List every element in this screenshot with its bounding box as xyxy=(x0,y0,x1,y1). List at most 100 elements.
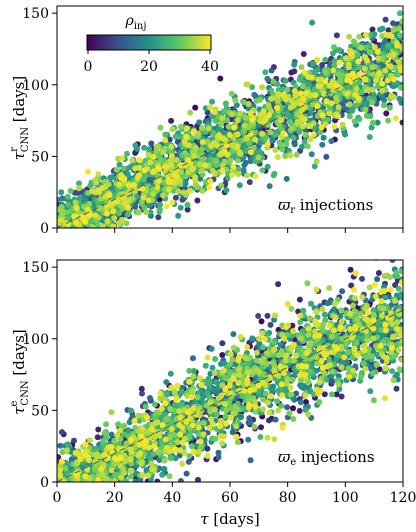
scatter-point xyxy=(236,372,243,379)
scatter-point xyxy=(150,191,157,198)
scatter-point xyxy=(252,399,258,406)
scatter-point xyxy=(363,354,370,361)
scatter-point xyxy=(172,194,179,201)
scatter-point xyxy=(277,341,284,348)
scatter-point xyxy=(147,159,154,166)
scatter-point xyxy=(237,110,243,117)
scatter-point xyxy=(330,67,337,74)
scatter-point xyxy=(290,405,296,412)
scatter-point xyxy=(337,77,344,84)
scatter-point xyxy=(173,173,180,180)
scatter-point xyxy=(274,104,280,111)
scatter-point xyxy=(266,183,273,190)
scatter-point xyxy=(369,26,376,33)
scatter-point xyxy=(284,86,291,93)
scatter-point xyxy=(279,146,286,153)
scatter-point xyxy=(231,124,238,131)
scatter-point xyxy=(213,379,220,385)
colorbar-label: ρinj xyxy=(125,13,147,32)
scatter-point xyxy=(291,141,298,148)
scatter-point xyxy=(266,112,272,119)
scatter-point xyxy=(385,117,392,124)
scatter-point xyxy=(398,268,403,275)
scatter-point xyxy=(338,307,345,314)
scatter-point xyxy=(323,376,330,383)
scatter-point xyxy=(333,391,340,398)
scatter-point xyxy=(125,182,132,189)
scatter-point xyxy=(182,150,189,157)
y-tick-label: 100 xyxy=(22,78,49,94)
scatter-point xyxy=(283,136,290,143)
scatter-point xyxy=(305,331,312,338)
scatter-point xyxy=(147,395,153,401)
scatter-point xyxy=(333,94,339,101)
scatter-point xyxy=(282,153,289,160)
scatter-point xyxy=(253,357,260,364)
scatter-point xyxy=(219,382,226,389)
scatter-point xyxy=(321,90,327,97)
scatter-point xyxy=(349,107,356,114)
scatter-point xyxy=(249,369,256,376)
scatter-point xyxy=(153,148,160,155)
scatter-point xyxy=(237,414,244,421)
scatter-point xyxy=(116,210,123,217)
scatter-point xyxy=(95,188,102,195)
scatter-point xyxy=(166,473,173,480)
scatter-point xyxy=(249,84,256,91)
scatter-point xyxy=(355,58,362,65)
scatter-point xyxy=(178,169,184,176)
top-annotation: ϖr injections xyxy=(268,190,380,220)
scatter-point xyxy=(57,206,61,213)
scatter-point xyxy=(207,408,214,415)
scatter-point xyxy=(327,299,334,306)
scatter-point xyxy=(296,128,303,135)
scatter-point xyxy=(135,412,142,419)
scatter-point xyxy=(155,177,162,184)
scatter-point xyxy=(353,102,360,109)
scatter-point xyxy=(132,142,139,149)
scatter-point xyxy=(310,131,317,138)
scatter-point xyxy=(304,143,311,150)
scatter-point xyxy=(204,389,211,396)
scatter-point xyxy=(287,152,294,159)
scatter-point xyxy=(399,119,403,126)
scatter-point xyxy=(131,188,138,194)
scatter-point xyxy=(58,189,65,196)
scatter-point xyxy=(243,134,250,141)
scatter-point xyxy=(355,95,362,102)
scatter-point xyxy=(93,451,100,458)
scatter-point xyxy=(123,440,130,447)
scatter-point xyxy=(187,187,194,194)
scatter-point xyxy=(266,417,272,424)
scatter-point xyxy=(219,340,226,347)
scatter-point xyxy=(319,306,326,313)
scatter-point xyxy=(223,407,230,414)
scatter-point xyxy=(65,201,72,208)
scatter-point xyxy=(57,197,61,203)
scatter-point xyxy=(156,196,163,203)
scatter-point xyxy=(206,184,212,191)
scatter-point xyxy=(331,306,338,313)
scatter-point xyxy=(228,111,235,118)
scatter-point xyxy=(366,134,373,140)
scatter-point xyxy=(192,174,199,180)
scatter-point xyxy=(136,157,143,164)
scatter-point xyxy=(259,344,266,351)
scatter-point xyxy=(110,208,117,215)
scatter-point xyxy=(320,321,327,328)
scatter-point xyxy=(245,436,252,443)
scatter-point xyxy=(76,185,82,192)
scatter-point xyxy=(383,110,390,117)
scatter-point xyxy=(380,305,387,312)
scatter-point xyxy=(154,184,161,191)
scatter-point xyxy=(95,426,102,433)
scatter-point xyxy=(255,154,262,161)
scatter-point xyxy=(190,128,197,135)
scatter-point xyxy=(169,199,176,206)
scatter-point xyxy=(392,298,398,304)
scatter-point xyxy=(89,188,95,195)
scatter-point xyxy=(327,105,334,112)
scatter-point xyxy=(374,351,381,358)
